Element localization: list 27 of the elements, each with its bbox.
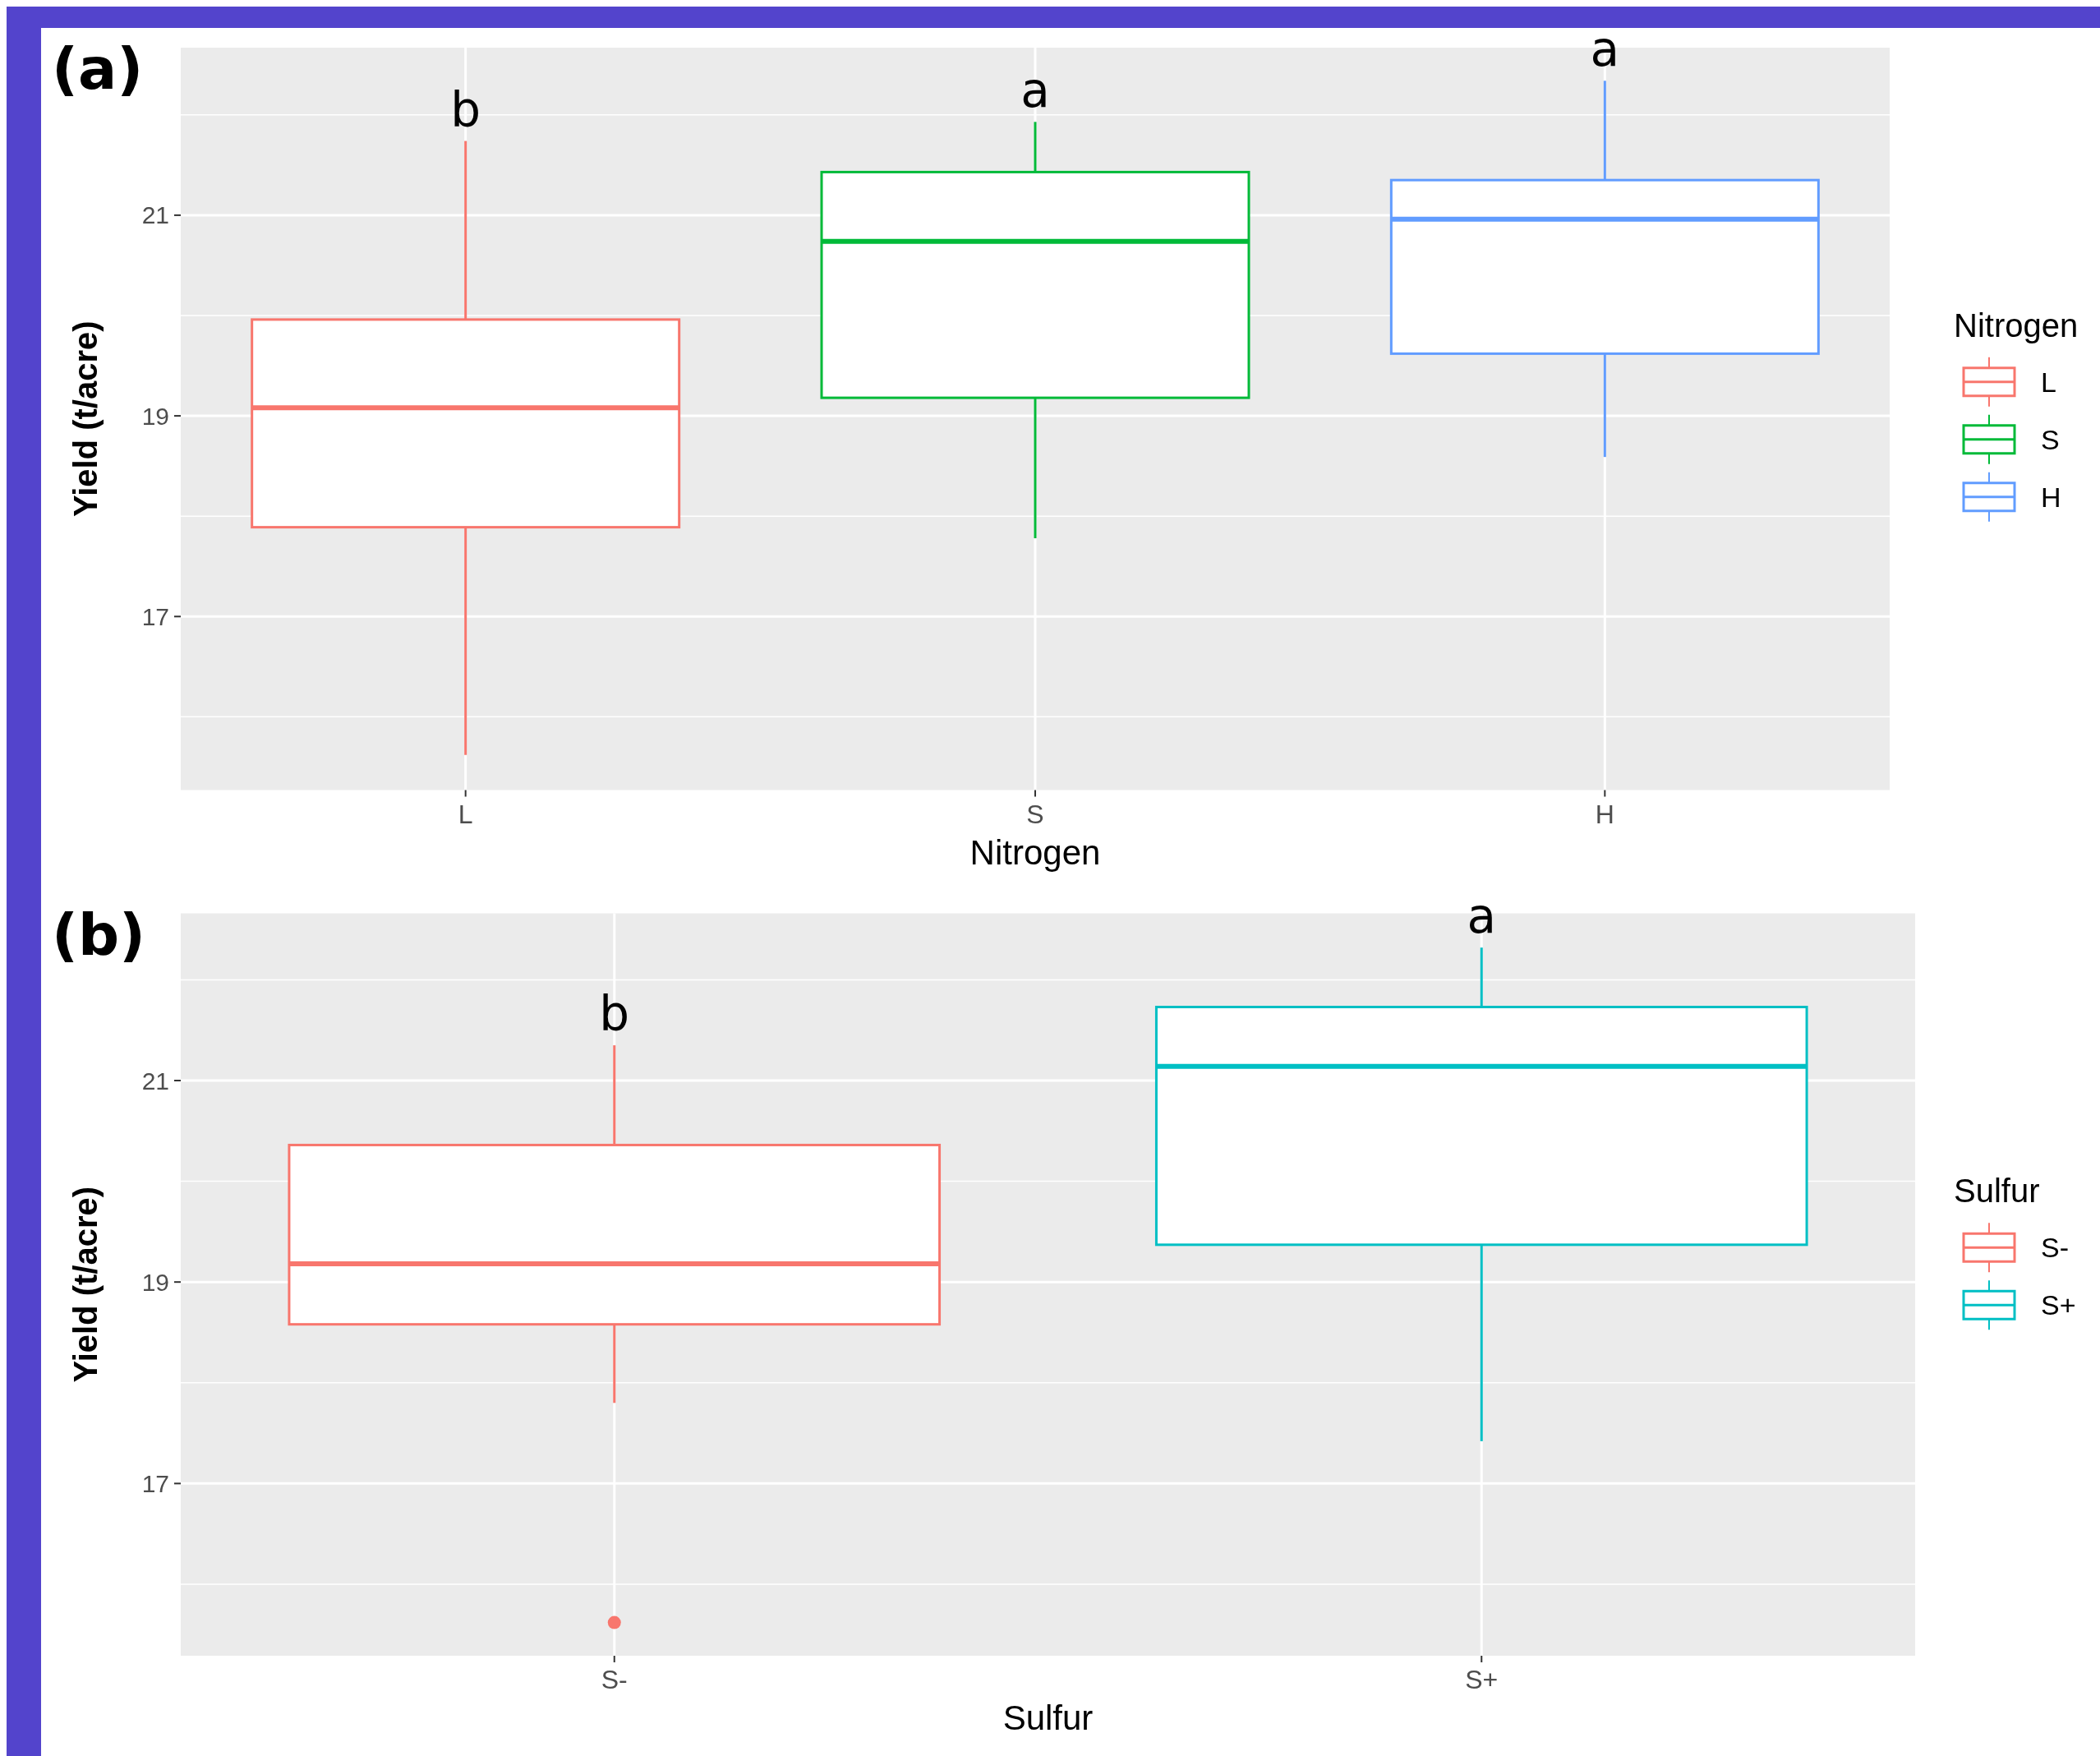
y-tick-label: 21 [141,201,169,229]
legend-label: S+ [2041,1289,2076,1321]
legend-label: L [2041,366,2056,398]
x-tick-label: H [1595,799,1614,829]
chart-title: (b) [52,901,146,969]
x-axis-title: Sulfur [1002,1698,1094,1737]
chart-title: (a) [52,35,144,103]
y-tick-label: 19 [141,402,169,430]
x-tick-label: L [458,799,473,829]
x-axis-title: Nitrogen [969,832,1101,872]
y-axis-title: Yield (t/acre) [67,1186,104,1383]
legend-label: S [2041,423,2060,455]
annotation: b [599,986,630,1043]
y-axis-title: Yield (t/acre) [67,320,104,518]
annotation: a [1467,888,1497,945]
legend-title: Sulfur [1954,1173,2040,1210]
y-tick-label: 17 [141,602,169,630]
annotation: a [1020,62,1050,119]
legend-label: H [2041,481,2061,513]
legend-title: Nitrogen [1954,306,2079,343]
annotation: a [1590,21,1620,78]
legend-label: S- [2041,1232,2069,1264]
y-tick-label: 19 [141,1268,169,1296]
y-tick-label: 21 [141,1067,169,1095]
annotation: b [450,81,481,138]
y-tick-label: 17 [141,1469,169,1497]
x-tick-label: S [1026,799,1044,829]
